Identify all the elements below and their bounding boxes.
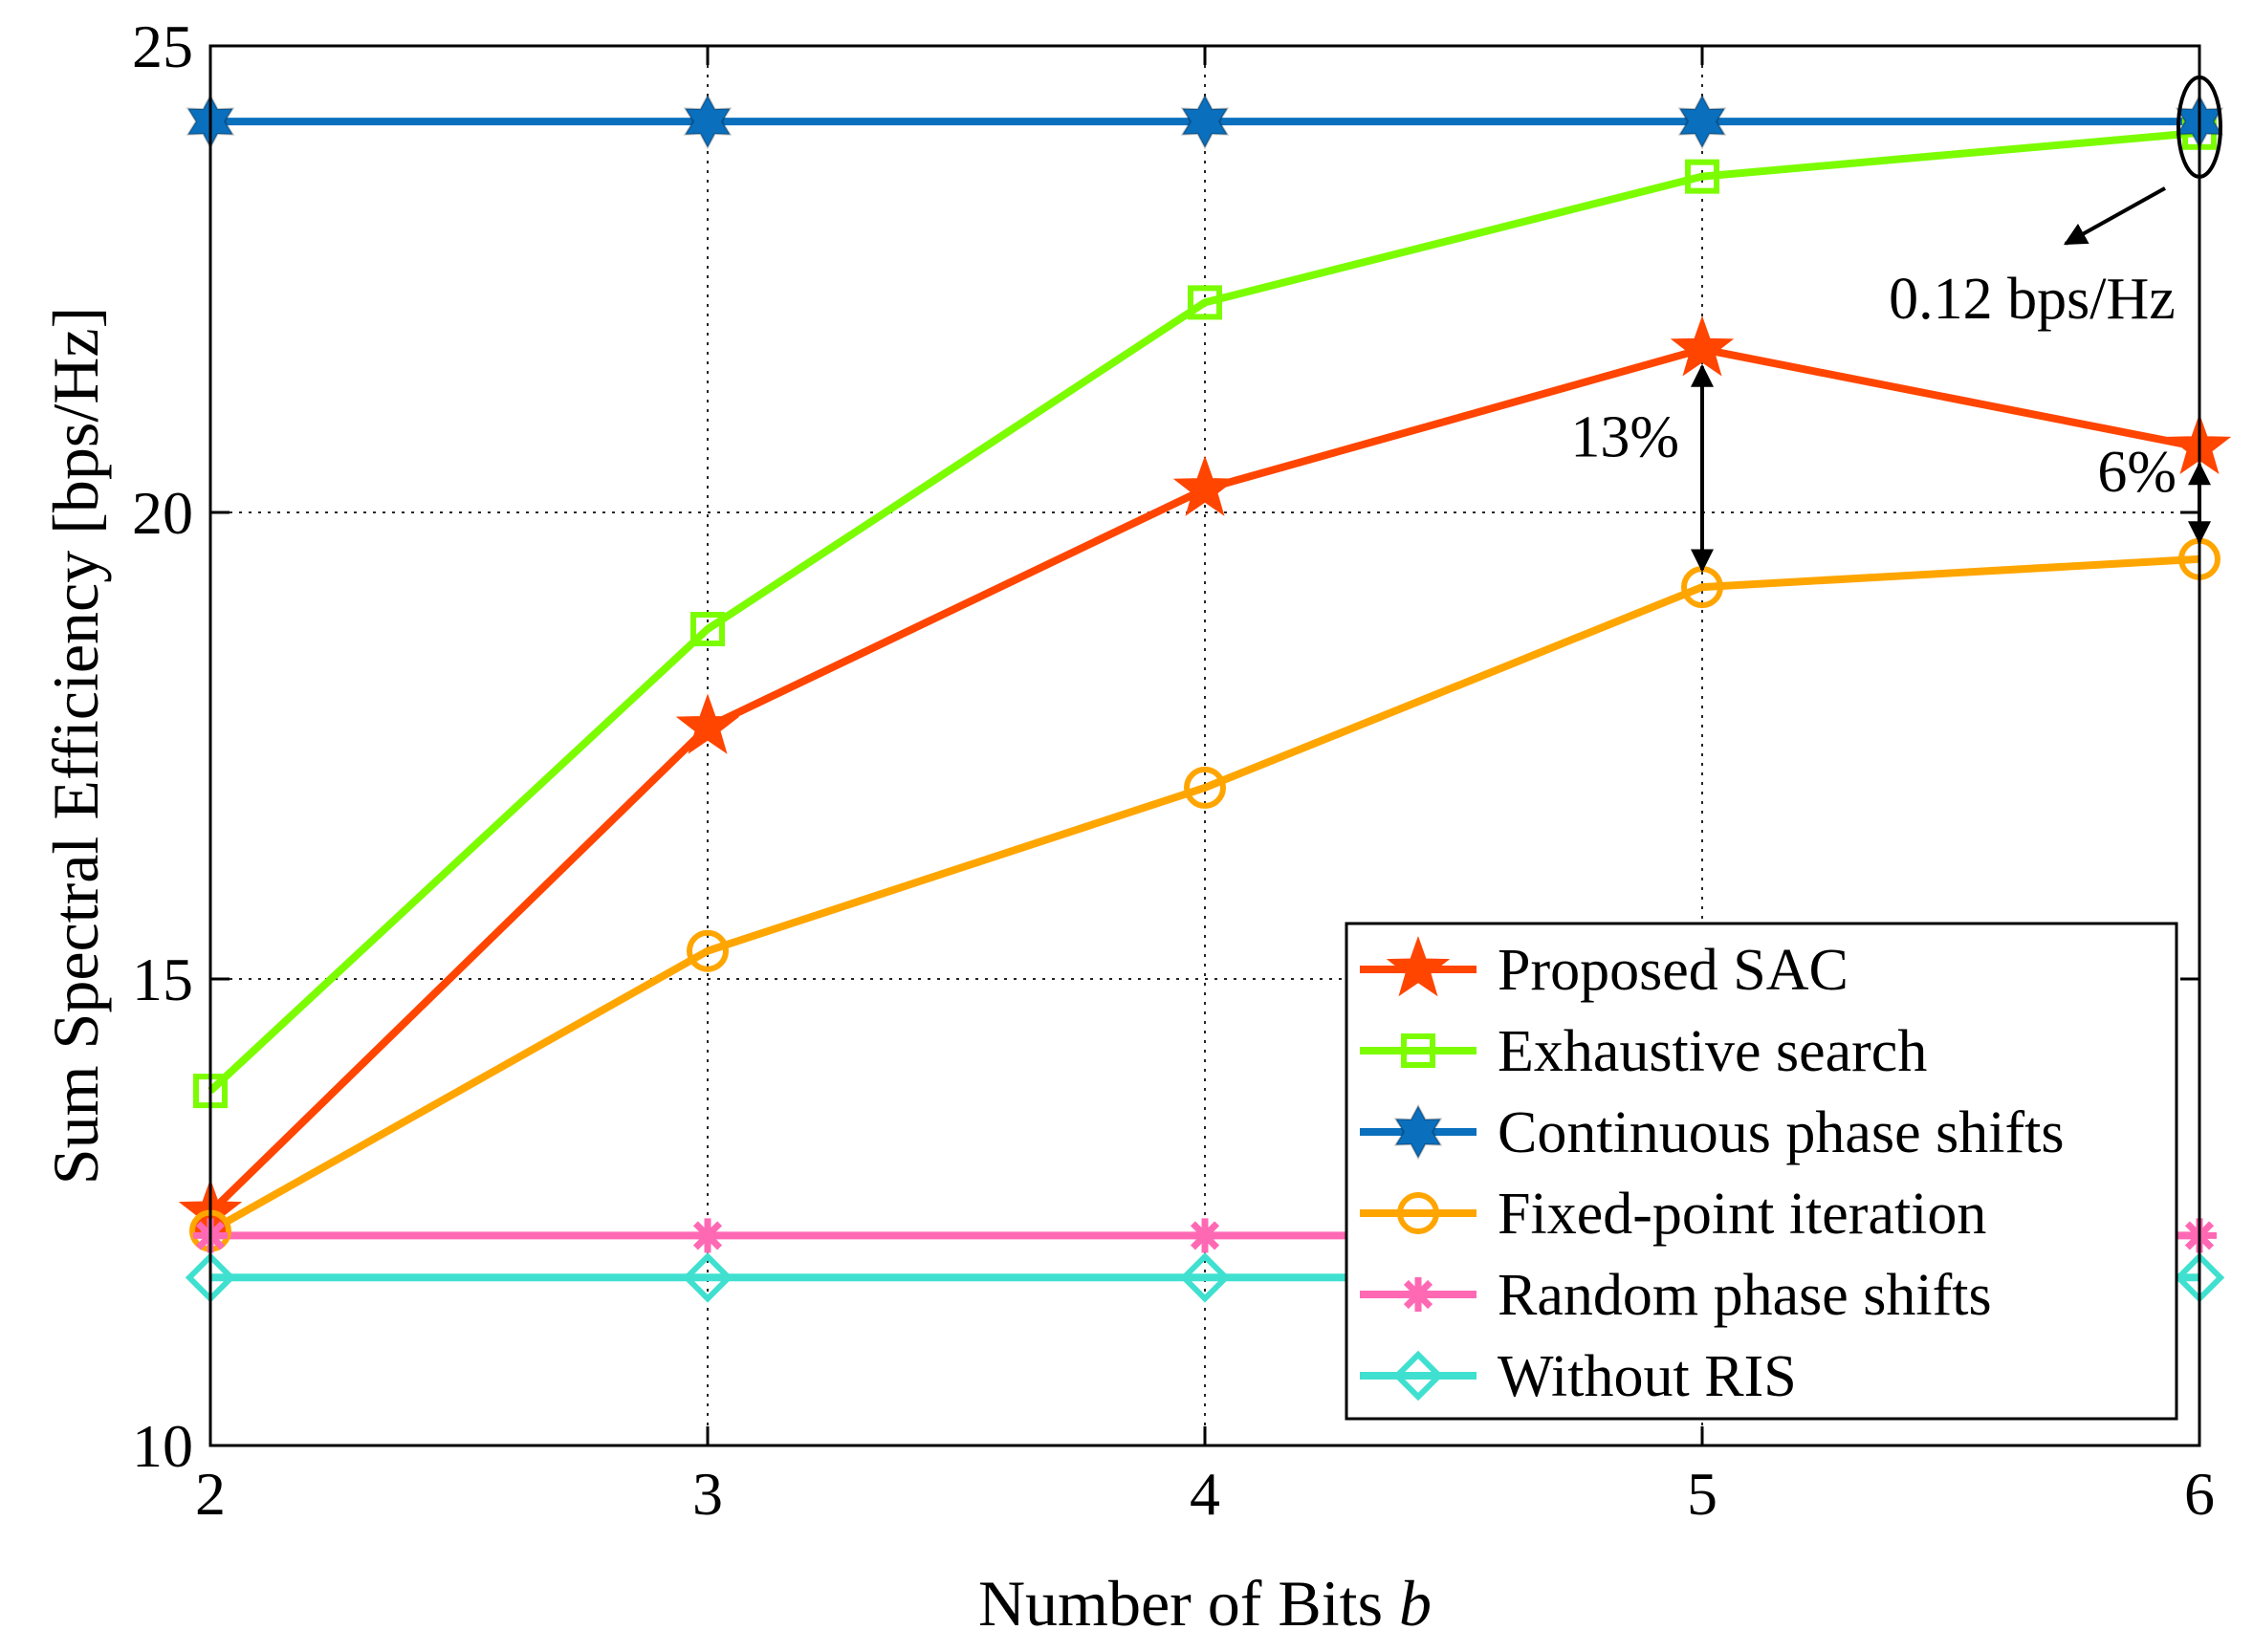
legend-entry: Without RIS [1360, 1344, 1797, 1409]
series-exhaustive-search [208, 128, 2200, 1095]
annotation-percent-label: 13% [1570, 405, 1679, 470]
legend-label: Fixed-point iteration [1498, 1182, 1986, 1247]
data-point [1172, 455, 1237, 516]
legend-marker [1393, 1103, 1443, 1161]
data-point [690, 1218, 725, 1253]
legend-box [1345, 922, 2178, 1421]
data-point [1677, 93, 1727, 150]
legend-entry: Continuous phase shifts [1360, 1100, 2064, 1165]
legend-entry: Exhaustive search [1360, 1019, 1927, 1084]
data-point [687, 929, 729, 972]
y-tick-label: 20 [132, 479, 193, 547]
series-line [208, 554, 2200, 1234]
annotation-gap-label: 0.12 bps/Hz [1889, 267, 2176, 332]
data-point [682, 1252, 733, 1303]
x-axis-variable: b [1399, 1567, 1432, 1640]
data-point [1184, 766, 1226, 809]
legend-label: Proposed SAC [1498, 938, 1848, 1003]
legend-entry: Proposed SAC [1360, 935, 1848, 1003]
x-tick-label: 3 [692, 1460, 723, 1528]
x-tick-label: 2 [195, 1460, 226, 1528]
annotation-arrow [2063, 186, 2166, 246]
legend-label: Random phase shifts [1498, 1263, 1992, 1328]
legend-marker [1392, 1350, 1444, 1402]
legend-label: Without RIS [1498, 1344, 1797, 1409]
x-tick-label: 4 [1190, 1460, 1220, 1528]
legend-label: Exhaustive search [1498, 1019, 1927, 1084]
annotation-percent-label: 6% [2097, 440, 2176, 505]
axes: 2 3 4 5 6 10 15 20 25 Number of Bits b Sum Spectra… [39, 12, 2215, 1640]
grid-lines [210, 46, 2199, 1446]
legend-entry: Fixed-point iteration [1360, 1182, 1986, 1247]
series-line [208, 128, 2200, 1095]
x-tick-label: 6 [2184, 1460, 2215, 1528]
legend-label: Continuous phase shifts [1498, 1100, 2064, 1165]
y-axis-label: Sum Spectral Efficiency [bps/Hz] [39, 307, 112, 1185]
data-point [683, 93, 733, 150]
legend-marker [1401, 1277, 1435, 1312]
data-point [1180, 93, 1230, 150]
data-point [1685, 159, 1719, 194]
legend: Proposed SAC Exhaustive search Continuous … [1345, 922, 2178, 1421]
data-point [1179, 1252, 1231, 1303]
legend-entry: Random phase shifts [1360, 1263, 1992, 1328]
legend-marker [1397, 1192, 1439, 1234]
data-point [690, 612, 725, 646]
data-point [1188, 1218, 1222, 1253]
y-tick-label: 10 [132, 1412, 193, 1480]
legend-marker [1401, 1033, 1435, 1068]
x-axis-label: Number of Bits b [978, 1567, 1432, 1640]
data-point [675, 693, 740, 754]
y-tick-label: 15 [132, 946, 193, 1013]
annotations: 0.12 bps/Hz 13% 6% [1570, 75, 2222, 573]
y-tick-label: 25 [132, 12, 193, 80]
series-fixed-point-iteration [208, 554, 2200, 1234]
data-point [1188, 285, 1222, 320]
data-point [1670, 315, 1735, 377]
legend-marker [1386, 935, 1451, 997]
x-tick-label: 5 [1687, 1460, 1717, 1528]
